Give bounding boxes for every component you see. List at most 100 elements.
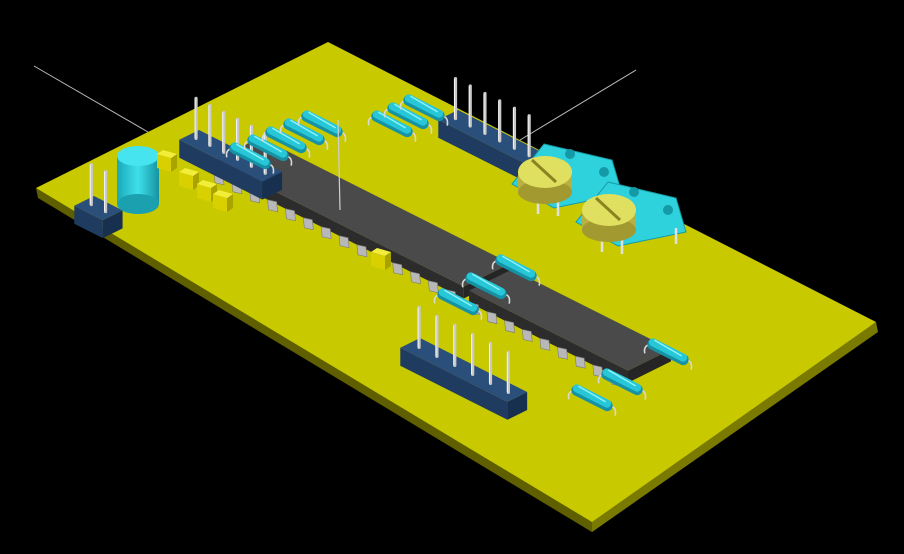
- pin-header-bottom-front: [400, 347, 508, 420]
- pin-header-bottom-top: [400, 338, 528, 402]
- board-side-right: [592, 322, 878, 532]
- ic-chip-large-pin: [267, 199, 278, 213]
- resistor-3-body-highlight: [272, 127, 300, 145]
- resistor-5-body: [302, 110, 342, 134]
- resistor-5-body-highlight: [308, 111, 336, 129]
- board-side-front: [36, 188, 592, 532]
- resistor-10: [433, 288, 483, 320]
- trimmer-potentiometer-2-knob-bottom: [582, 218, 636, 242]
- resistor-8-body-highlight: [410, 95, 438, 113]
- small-capacitor-5: [371, 248, 391, 270]
- small-capacitor-1-side: [171, 154, 177, 172]
- trimmer-potentiometer-2: [575, 181, 687, 254]
- capacitor-base: [117, 194, 159, 214]
- resistor-11-body: [496, 254, 536, 278]
- small-capacitor-2: [179, 168, 199, 190]
- capacitor-top: [117, 146, 159, 166]
- probe-wire: [337, 119, 341, 211]
- small-capacitor-5-side: [385, 252, 391, 270]
- resistor-11: [491, 254, 541, 286]
- resistor-8-body: [404, 94, 444, 118]
- pin-header-top-left-top: [179, 130, 283, 182]
- small-capacitor-3: [197, 180, 217, 202]
- resistor-2: [243, 134, 293, 166]
- pin-header-bottom-end: [507, 392, 528, 420]
- trimmer-potentiometer-2-screw-hole-a: [663, 205, 673, 215]
- trimmer-potentiometer-1-screw-hole-b: [565, 149, 575, 159]
- resistor-9: [461, 272, 511, 304]
- resistor-5: [297, 110, 347, 142]
- resistor-12-body: [648, 338, 688, 362]
- small-capacitor-4-front: [213, 194, 227, 212]
- ic-chip-small-pin: [539, 338, 551, 351]
- trimmer-potentiometer-1: [511, 143, 623, 216]
- ic-chip-large-pin: [392, 262, 403, 276]
- small-capacitor-4-top: [213, 190, 233, 198]
- ic-chip-large-pin: [338, 235, 350, 249]
- electrolytic-capacitor: [117, 146, 159, 214]
- resistor-2-body-highlight: [254, 135, 282, 153]
- resistor-14: [567, 384, 617, 416]
- resistor-2-body: [248, 134, 288, 158]
- trimmer-potentiometer-2-screw-hole-b: [629, 187, 639, 197]
- resistor-12-body-highlight: [654, 339, 682, 357]
- pin-header-top-left-end: [262, 171, 283, 200]
- resistor-1-body-highlight: [236, 143, 264, 161]
- resistor-6-body: [372, 110, 412, 134]
- ic-chip-large-pin: [428, 280, 439, 294]
- ic-chip-large-pin: [356, 244, 368, 258]
- trimmer-potentiometer-2-knob-slot: [594, 196, 622, 222]
- resistor-10-body: [438, 288, 478, 312]
- resistor-13: [597, 368, 647, 400]
- guide-line-right: [519, 69, 637, 141]
- trimmer-potentiometer-1-knob-bottom: [518, 180, 572, 204]
- resistor-9-body-highlight: [472, 273, 500, 291]
- guide-line-left: [33, 65, 149, 133]
- trimmer-potentiometer-1-screw-hole-a: [599, 167, 609, 177]
- ic-chip-small-top: [469, 269, 671, 371]
- pin-header-top-middle-top: [438, 110, 547, 165]
- ic-chip-small-side-front: [469, 290, 628, 383]
- resistor-14-body-highlight: [578, 385, 606, 403]
- resistor-1: [225, 142, 275, 174]
- resistor-11-body-highlight: [502, 255, 530, 273]
- small-capacitor-1-front: [157, 154, 171, 172]
- resistor-3: [261, 126, 311, 158]
- ic-chip-large-pin: [285, 208, 296, 222]
- resistor-9-body: [466, 272, 506, 296]
- ic-chip-large-pin: [320, 226, 332, 240]
- resistor-6: [367, 110, 417, 142]
- resistor-4-body: [284, 118, 324, 142]
- small-capacitor-5-top: [371, 248, 391, 256]
- small-capacitor-1-top: [157, 150, 177, 158]
- pin-header-small-end: [102, 210, 123, 239]
- ic-chip-large-pin: [302, 217, 314, 231]
- components-layer: [74, 76, 693, 420]
- pin-header-top-middle-front: [438, 119, 527, 183]
- resistor-4-body-highlight: [290, 119, 318, 137]
- pin-header-small-front: [74, 205, 103, 239]
- small-capacitor-2-top: [179, 168, 199, 176]
- resistor-1-body: [230, 142, 270, 166]
- small-capacitor-5-front: [371, 252, 385, 270]
- small-capacitor-2-front: [179, 172, 193, 190]
- pin-header-top-left-front: [179, 139, 263, 200]
- resistor-10-body-highlight: [444, 289, 472, 307]
- small-capacitor-3-front: [197, 184, 211, 202]
- resistor-8: [399, 94, 449, 126]
- resistor-12: [643, 338, 693, 370]
- resistor-3-body: [266, 126, 306, 150]
- resistor-7: [383, 102, 433, 134]
- pin-header-small-top: [74, 196, 123, 221]
- trimmer-potentiometer-1-knob-slot: [530, 158, 558, 184]
- resistor-13-body-highlight: [608, 369, 636, 387]
- small-capacitor-1: [157, 150, 177, 172]
- ic-chip-small-pin: [574, 355, 586, 369]
- ic-chip-large-top: [213, 137, 511, 287]
- resistor-7-body: [388, 102, 428, 126]
- resistor-6-body-highlight: [378, 111, 406, 129]
- resistor-13-body: [602, 368, 642, 392]
- resistor-7-body-highlight: [394, 103, 422, 121]
